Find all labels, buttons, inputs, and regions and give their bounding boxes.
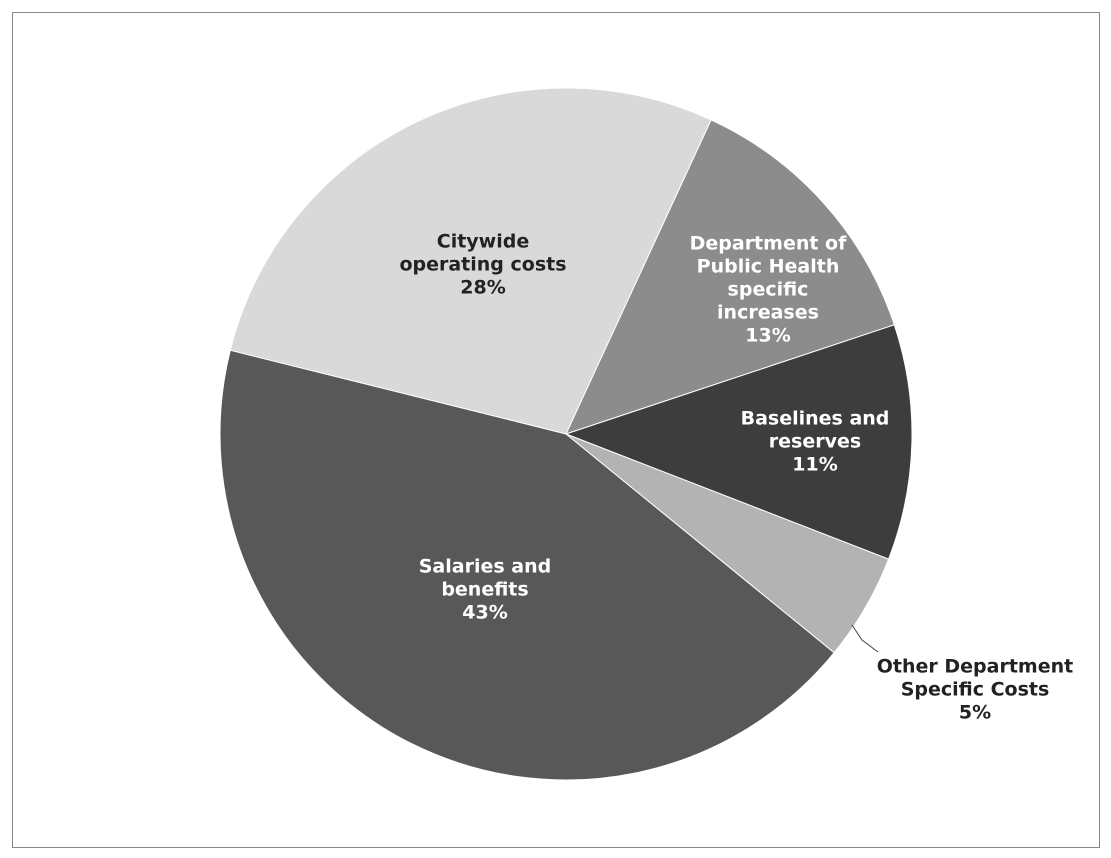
- slice-label: Baselines and reserves 11%: [735, 408, 895, 477]
- pie-slice: [229, 87, 712, 435]
- pie-slice: [219, 349, 835, 781]
- slice-label: Department of Public Health specific inc…: [676, 233, 861, 348]
- slice-name: Salaries and benefits: [418, 555, 552, 601]
- slice-value: 11%: [792, 453, 838, 476]
- slice-value: 28%: [460, 276, 506, 299]
- slice-name: Department of Public Health specific inc…: [689, 232, 847, 324]
- slice-name: Baselines and reserves: [740, 407, 890, 453]
- pie-slice: [565, 119, 895, 435]
- chart-frame: [12, 12, 1100, 848]
- slice-name: Citywide operating costs: [399, 230, 567, 276]
- leader-line: [851, 624, 879, 653]
- slice-name: Other Department Specific Costs: [876, 655, 1074, 701]
- slice-label: Other Department Specific Costs 5%: [865, 656, 1085, 725]
- slice-label: Citywide operating costs 28%: [383, 231, 583, 300]
- pie-slice: [564, 324, 913, 560]
- slice-value: 5%: [958, 701, 992, 724]
- slice-value: 43%: [462, 601, 508, 624]
- slice-value: 13%: [745, 324, 791, 347]
- slice-label: Salaries and benefits 43%: [405, 556, 565, 625]
